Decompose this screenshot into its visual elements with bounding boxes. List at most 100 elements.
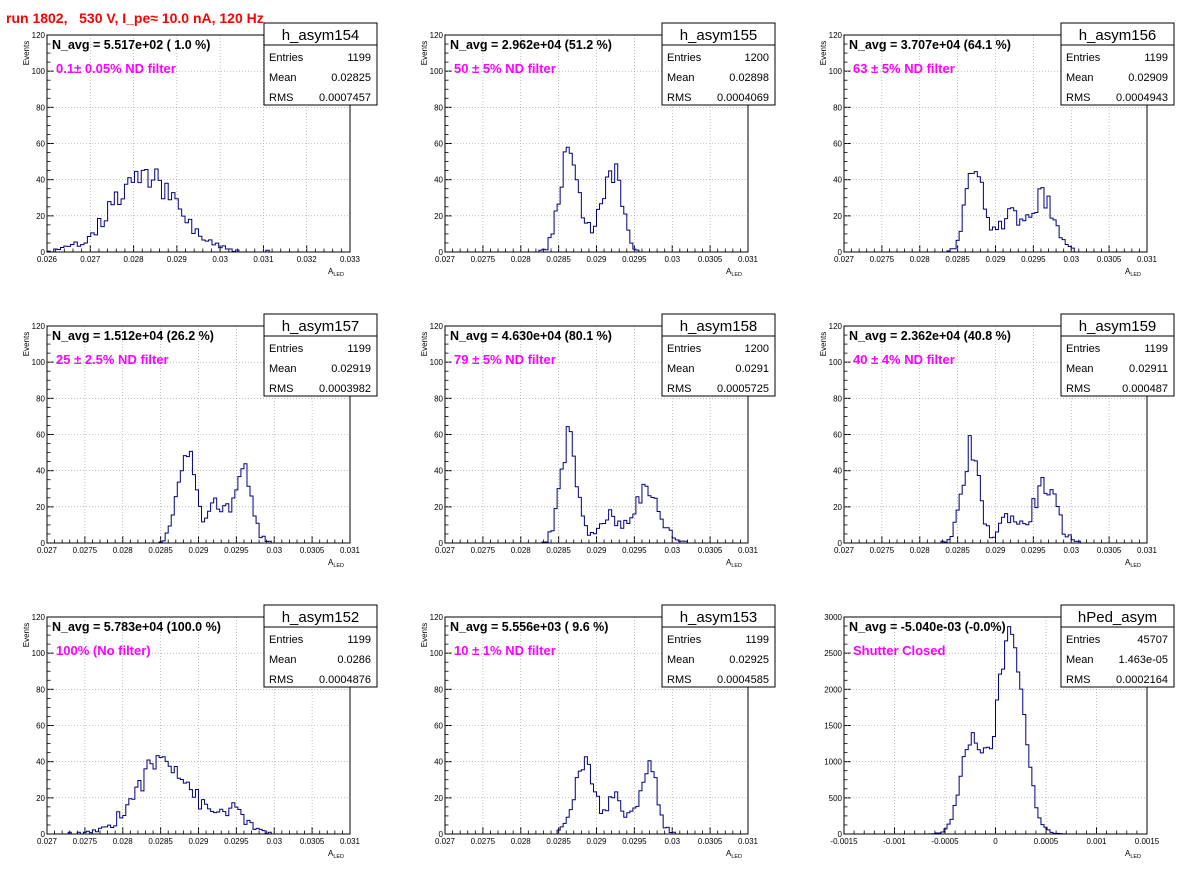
y-axis-label: Events [22, 623, 31, 647]
y-axis-label: Events [22, 332, 31, 356]
y-tick-label: 100 [430, 649, 444, 658]
y-tick-label: 80 [434, 103, 443, 112]
y-tick-label: 60 [434, 431, 443, 440]
stats-box [263, 313, 378, 397]
x-tick-label: 0.031 [340, 546, 361, 555]
filter-label: 0.1± 0.05% ND filter [56, 61, 176, 76]
x-axis-label: ALED [1125, 267, 1141, 278]
stats-label: Entries [1066, 52, 1101, 64]
y-tick-label: 40 [434, 176, 443, 185]
plot-frame [843, 34, 1148, 253]
y-tick-label: 20 [434, 794, 443, 803]
y-tick-label: 120 [430, 322, 444, 331]
stats-label: Entries [667, 634, 702, 646]
x-axis-label: ALED [328, 558, 344, 569]
y-axis-label: Events [22, 41, 31, 65]
y-tick-label: 60 [434, 722, 443, 731]
navg-label: N_avg = 5.783e+04 (100.0 %) [52, 620, 221, 634]
x-tick-label: 0.028 [910, 546, 931, 555]
x-tick-label: 0.027 [834, 546, 855, 555]
y-tick-label: 100 [430, 67, 444, 76]
stats-label: Entries [1066, 343, 1101, 355]
stats-label: Mean [1066, 363, 1094, 375]
y-tick-label: 0 [439, 539, 444, 548]
histogram-line [445, 426, 748, 544]
y-tick-label: 120 [32, 31, 46, 40]
y-tick-label: 80 [36, 103, 45, 112]
stats-box [1060, 604, 1175, 688]
histogram-panel: Events 0.027 0.0275 0.028 0.0285 0.029 0.0295 0… [420, 313, 776, 569]
stats-value: 0.0005725 [717, 383, 769, 395]
x-tick-label: 0.0275 [73, 546, 98, 555]
y-tick-label: 40 [833, 176, 842, 185]
x-tick-label: 0.0275 [471, 546, 496, 555]
stats-box [263, 22, 378, 106]
stats-label: RMS [1066, 674, 1090, 686]
stats-value: 0.02911 [1129, 363, 1168, 375]
x-tick-label: 0.0285 [945, 546, 970, 555]
stats-value: 1200 [745, 343, 769, 355]
stats-label: Mean [269, 363, 297, 375]
x-tick-label: 0.0285 [546, 837, 571, 846]
y-tick-label: 40 [833, 467, 842, 476]
x-tick-label: 0.033 [340, 255, 361, 264]
y-tick-label: 1500 [824, 722, 842, 731]
stats-box [661, 604, 776, 688]
y-tick-label: 80 [36, 685, 45, 694]
histogram-line [46, 168, 350, 253]
stats-label: RMS [1066, 92, 1090, 104]
y-tick-label: 100 [430, 358, 444, 367]
x-tick-label: 0.0305 [300, 546, 325, 555]
x-tick-label: -0.0015 [830, 837, 858, 846]
y-tick-label: 500 [829, 794, 843, 803]
y-tick-label: 0 [439, 248, 444, 257]
stats-label: Entries [269, 343, 304, 355]
filter-label: 100% (No filter) [56, 643, 151, 658]
y-tick-label: 0 [838, 539, 843, 548]
y-tick-label: 100 [829, 67, 843, 76]
histogram-name: h_asym157 [282, 318, 360, 335]
y-tick-label: 20 [833, 212, 842, 221]
stats-value: 0.0003982 [319, 383, 371, 395]
x-tick-label: 0.029 [985, 546, 1006, 555]
stats-label: Mean [269, 654, 297, 666]
x-tick-label: 0.028 [113, 837, 134, 846]
x-axis-label: ALED [328, 849, 344, 860]
x-tick-label: 0.0305 [698, 255, 723, 264]
histogram-name: h_asym159 [1079, 318, 1157, 335]
x-tick-label: 0.0305 [1097, 255, 1122, 264]
x-tick-label: 0.031 [340, 837, 361, 846]
y-tick-label: 0 [439, 830, 444, 839]
navg-label: N_avg = 5.556e+03 ( 9.6 %) [450, 620, 608, 634]
stats-label: RMS [269, 92, 293, 104]
y-axis-label: Events [819, 41, 828, 65]
x-tick-label: 0.031 [253, 255, 274, 264]
y-tick-label: 120 [829, 31, 843, 40]
y-tick-label: 60 [434, 140, 443, 149]
stats-box [661, 313, 776, 397]
stats-label: RMS [1066, 383, 1090, 395]
stats-label: Entries [667, 52, 702, 64]
x-tick-label: 0.027 [37, 837, 58, 846]
plot-frame [843, 325, 1148, 544]
y-tick-label: 120 [430, 31, 444, 40]
histogram-panel: Events 0.027 0.0275 0.028 0.0285 0.029 0.0295 0… [22, 604, 378, 860]
navg-label: N_avg = 1.512e+04 (26.2 %) [52, 329, 214, 343]
stats-value: 0.0002164 [1116, 674, 1168, 686]
x-axis-label: ALED [1125, 849, 1141, 860]
x-tick-label: 0.0285 [945, 255, 970, 264]
x-tick-label: 0.027 [80, 255, 101, 264]
x-tick-label: 0.029 [188, 546, 209, 555]
y-tick-label: 2500 [824, 649, 842, 658]
stats-value: 0.0007457 [319, 92, 371, 104]
x-tick-label: 0.0295 [622, 837, 647, 846]
x-tick-label: 0.031 [1137, 255, 1158, 264]
x-tick-label: 0.031 [738, 546, 759, 555]
filter-label: 50 ± 5% ND filter [454, 61, 556, 76]
x-tick-label: 0.03 [212, 255, 228, 264]
y-tick-label: 60 [36, 431, 45, 440]
histogram-panel: Events 0.027 0.0275 0.028 0.0285 0.029 0.0295 0… [819, 313, 1175, 569]
x-tick-label: 0.0295 [1021, 546, 1046, 555]
stats-box [1060, 313, 1175, 397]
